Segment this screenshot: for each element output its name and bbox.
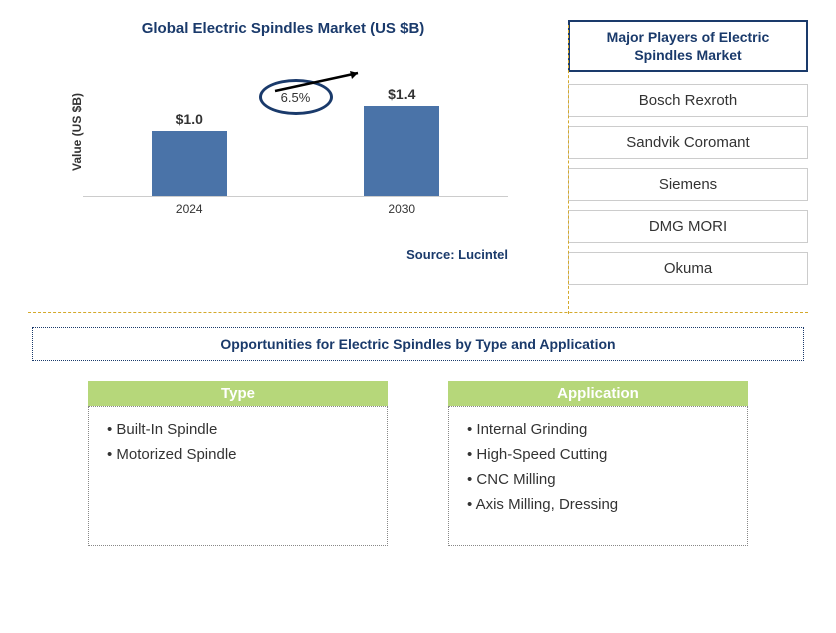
growth-arrow-icon	[270, 67, 370, 97]
vertical-divider	[568, 25, 569, 314]
player-item: DMG MORI	[568, 210, 808, 243]
horizontal-divider	[28, 312, 808, 313]
bar-value: $1.4	[388, 86, 415, 102]
type-column: Type Built-In Spindle Motorized Spindle	[88, 381, 388, 546]
column-header: Application	[448, 381, 748, 406]
source-text: Source: Lucintel	[28, 247, 538, 262]
bar	[152, 131, 227, 196]
y-axis-label: Value (US $B)	[70, 93, 84, 171]
list-item: High-Speed Cutting	[467, 446, 729, 463]
bar-group-1: $1.4 2030	[364, 86, 439, 196]
list-item: Built-In Spindle	[107, 421, 369, 438]
bar-value: $1.0	[176, 111, 203, 127]
player-item: Sandvik Coromant	[568, 126, 808, 159]
list-item: Motorized Spindle	[107, 446, 369, 463]
chart-region: Global Electric Spindles Market (US $B) …	[28, 20, 558, 294]
bar	[364, 106, 439, 196]
column-header: Type	[88, 381, 388, 406]
players-panel: Major Players of Electric Spindles Marke…	[568, 20, 808, 294]
bar-category-label: 2030	[388, 202, 415, 216]
chart-title: Global Electric Spindles Market (US $B)	[28, 20, 538, 37]
bar-group-0: $1.0 2024	[152, 111, 227, 196]
player-item: Bosch Rexroth	[568, 84, 808, 117]
list-item: Axis Milling, Dressing	[467, 496, 729, 513]
column-body: Built-In Spindle Motorized Spindle	[88, 406, 388, 546]
player-item: Siemens	[568, 168, 808, 201]
list-item: Internal Grinding	[467, 421, 729, 438]
list-item: CNC Milling	[467, 471, 729, 488]
application-column: Application Internal Grinding High-Speed…	[448, 381, 748, 546]
top-section: Global Electric Spindles Market (US $B) …	[28, 20, 808, 294]
players-title: Major Players of Electric Spindles Marke…	[568, 20, 808, 72]
opportunities-title: Opportunities for Electric Spindles by T…	[32, 327, 804, 361]
opportunities-columns: Type Built-In Spindle Motorized Spindle …	[28, 381, 808, 546]
player-item: Okuma	[568, 252, 808, 285]
column-body: Internal Grinding High-Speed Cutting CNC…	[448, 406, 748, 546]
bar-category-label: 2024	[176, 202, 203, 216]
bar-chart: Value (US $B) $1.0 2024 6.5% $1.4 2030	[83, 67, 508, 197]
